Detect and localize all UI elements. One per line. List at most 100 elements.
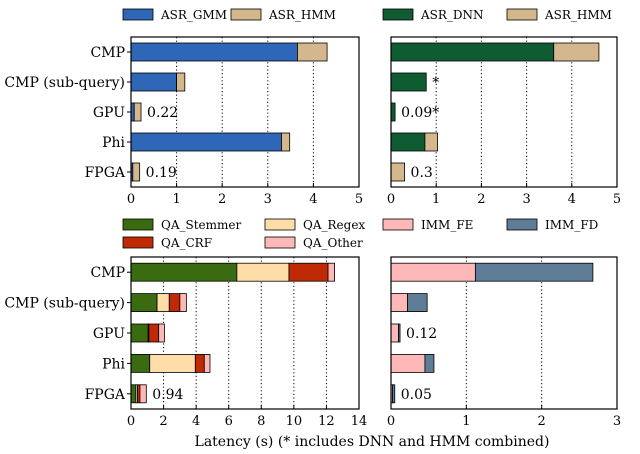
- x-tick-label: 2: [159, 414, 167, 429]
- x-tick-label: 3: [264, 192, 272, 207]
- x-tick-label: 12: [318, 414, 335, 429]
- x-tick-label: 8: [257, 414, 265, 429]
- x-tick-label: 1: [462, 414, 470, 429]
- plot-frame: [130, 256, 360, 410]
- bar-segment: [288, 262, 329, 282]
- bar-segment: [130, 132, 282, 152]
- bar-segment: [130, 353, 151, 373]
- legend-label: IMM_FE: [421, 218, 473, 232]
- x-tick-label: 5: [355, 192, 363, 207]
- bar-segment: [390, 132, 426, 152]
- category-label: CMP: [91, 265, 125, 281]
- data-label: *: [432, 75, 439, 91]
- legend-swatch: [382, 8, 414, 21]
- legend-label: QA_Stemmer: [161, 218, 242, 232]
- bar-segment: [139, 384, 147, 404]
- bar-segment: [149, 353, 196, 373]
- chart-panel-2: * 0.09* 0.3 0 1 2 3 4 5 ASR_DNN ASR_HMM: [382, 8, 621, 207]
- category-label: GPU: [93, 105, 125, 121]
- legend-swatch: [122, 218, 154, 231]
- x-tick-label: 2: [538, 414, 546, 429]
- legend-label: QA_Regex: [303, 218, 365, 232]
- x-tick-label: 4: [568, 192, 576, 207]
- x-tick-label: 1: [432, 192, 440, 207]
- bar-segment: [156, 293, 170, 313]
- x-tick-label: 14: [351, 414, 368, 429]
- x-tick-label: 0: [127, 192, 135, 207]
- category-label: FPGA: [85, 387, 126, 403]
- legend-swatch: [122, 236, 154, 249]
- legend-label: ASR_DNN: [420, 8, 484, 22]
- bar-segment: [168, 293, 181, 313]
- legend-swatch: [382, 218, 414, 231]
- bar-segment: [390, 293, 408, 313]
- bar-segment: [176, 72, 186, 92]
- x-tick-label: 4: [309, 192, 317, 207]
- legend-swatch: [506, 218, 538, 231]
- data-label: 0.19: [146, 165, 177, 181]
- legend-swatch: [264, 236, 296, 249]
- bar-segment: [390, 262, 476, 282]
- bar-segment: [132, 162, 141, 182]
- bar-segment: [148, 323, 160, 343]
- data-label: 0.94: [152, 387, 183, 403]
- category-label: CMP: [91, 45, 125, 61]
- bar-segment: [130, 323, 149, 343]
- bar-segment: [424, 353, 435, 373]
- bar-segment: [194, 353, 205, 373]
- bar-segment: [390, 72, 427, 92]
- x-axis-label: Latency (s) (* includes DNN and HMM comb…: [195, 434, 550, 450]
- bar-segment: [390, 353, 426, 373]
- plot-frame: [390, 36, 618, 188]
- legend: IMM_FE IMM_FD: [382, 218, 598, 232]
- x-tick-label: 6: [225, 414, 233, 429]
- x-tick-label: 5: [613, 192, 621, 207]
- bar-segment: [130, 384, 137, 404]
- legend: QA_Stemmer QA_Regex QA_CRF QA_Other: [122, 218, 365, 250]
- data-label: 0.05: [401, 387, 432, 403]
- bar-segment: [133, 102, 142, 122]
- bar-segment: [553, 42, 600, 62]
- bar-segment: [130, 262, 238, 282]
- legend-label: ASR_GMM: [160, 8, 227, 22]
- legend-label: IMM_FD: [545, 218, 598, 232]
- x-tick-label: 10: [286, 414, 303, 429]
- bar-segment: [407, 293, 428, 313]
- x-tick-label: 0: [387, 414, 395, 429]
- x-tick-label: 4: [192, 414, 200, 429]
- x-tick-label: 3: [613, 414, 621, 429]
- legend: ASR_DNN ASR_HMM: [382, 8, 612, 22]
- bar-segment: [297, 42, 328, 62]
- legend-label: QA_Other: [303, 236, 363, 250]
- bar-segment: [179, 293, 187, 313]
- plot-frame: [130, 36, 360, 188]
- data-label: 0.22: [147, 105, 178, 121]
- chart-panel-4: 0.12 0.05 0 1 2 3 IMM_FE IMM_FD: [382, 218, 621, 429]
- legend-swatch: [264, 218, 296, 231]
- bar-segment: [390, 42, 555, 62]
- category-label: GPU: [93, 326, 125, 342]
- bar-segment: [392, 384, 396, 404]
- x-tick-label: 1: [172, 192, 180, 207]
- bar-segment: [236, 262, 290, 282]
- bar-segment: [390, 323, 399, 343]
- data-label: 0.3: [411, 165, 433, 181]
- legend-swatch: [122, 8, 154, 21]
- category-label: CMP (sub-query): [4, 296, 125, 312]
- bar-segment: [281, 132, 291, 152]
- legend-swatch: [230, 8, 262, 21]
- bar-segment: [158, 323, 165, 343]
- category-label: Phi: [102, 356, 125, 372]
- bar-segment: [390, 162, 405, 182]
- bar-segment: [327, 262, 335, 282]
- bar-segment: [424, 132, 438, 152]
- legend: ASR_GMM ASR_HMM: [122, 8, 336, 22]
- category-label: FPGA: [85, 165, 126, 181]
- bar-segment: [474, 262, 594, 282]
- x-tick-label: 3: [522, 192, 530, 207]
- data-label: 0.12: [406, 326, 437, 342]
- bar-segment: [130, 72, 177, 92]
